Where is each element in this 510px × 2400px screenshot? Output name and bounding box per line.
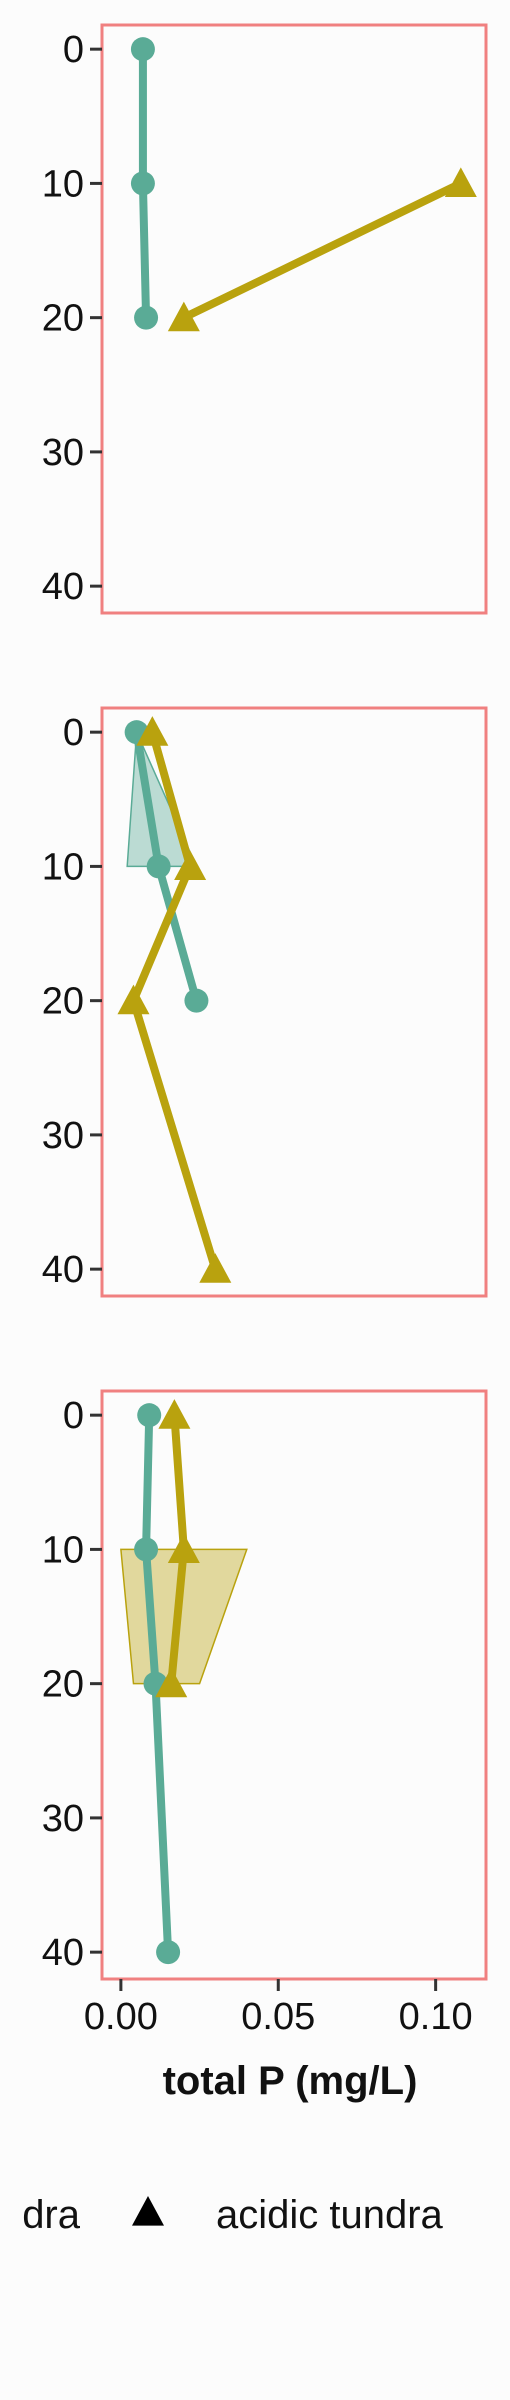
legend-label-acidic: acidic tundra (216, 2193, 444, 2237)
y-tick-label: 30 (42, 432, 84, 474)
facet-panel-2: 0 10 20 30 40 (42, 706, 488, 1298)
data-point-2-2-1 (136, 716, 169, 746)
y-tick-label: 40 (42, 1932, 84, 1974)
data-point-3-1-2 (134, 1537, 159, 1562)
panels-layer: 0 10 20 30 40 0 10 20 30 40 0 10 20 30 40 (42, 23, 488, 1981)
y-tick-label: 0 (63, 29, 84, 71)
series-line-2-2 (129, 728, 220, 1274)
y-tick-label: 0 (63, 1395, 84, 1437)
facet-panel-1: 0 10 20 30 40 (42, 23, 488, 615)
y-tick-label: 30 (42, 1115, 84, 1157)
legend-key-triangle (132, 2196, 164, 2226)
data-point-2-2-2 (174, 850, 207, 881)
y-tick-label: 40 (42, 566, 84, 608)
data-point-2-1-3 (184, 988, 209, 1013)
panel-border-1 (100, 23, 488, 615)
facet-panel-3: 0 10 20 30 40 (42, 1389, 488, 1981)
x-tick-label: 0.05 (241, 1996, 315, 2038)
y-tick-label: 0 (63, 712, 84, 754)
y-tick-label: 10 (42, 846, 84, 888)
x-axis-title: total P (mg/L) (163, 2059, 418, 2103)
data-point-1-1-2 (130, 171, 155, 196)
legend-label-non-acidic: dra (22, 2193, 81, 2237)
data-point-1-2-2 (167, 301, 200, 332)
y-tick-label: 10 (42, 1529, 84, 1571)
data-point-3-2-3 (155, 1667, 188, 1698)
y-tick-label: 40 (42, 1249, 84, 1291)
data-point-2-1-2 (146, 854, 171, 879)
y-tick-label: 20 (42, 1664, 84, 1706)
data-point-2-2-4 (199, 1253, 232, 1283)
data-point-2-2-3 (117, 984, 150, 1015)
data-point-3-2-1 (158, 1399, 191, 1429)
x-axis: 0.00 0.05 0.10 (84, 1979, 473, 2038)
y-tick-label: 30 (42, 1798, 84, 1840)
data-point-3-1-1 (137, 1403, 162, 1428)
data-point-1-1-1 (130, 37, 155, 62)
y-tick-label: 20 (42, 298, 84, 340)
data-point-1-2-1 (444, 167, 477, 198)
data-point-3-2-2 (167, 1533, 200, 1564)
y-tick-label: 10 (42, 163, 84, 205)
data-point-1-1-3 (134, 305, 159, 330)
x-tick-label: 0.10 (399, 1996, 473, 2038)
x-tick-label: 0.00 (84, 1996, 158, 2038)
series-line-1-2 (179, 179, 465, 322)
series-line-3-1 (142, 1411, 173, 1957)
data-point-3-1-4 (156, 1940, 181, 1965)
legend: dra acidic tundra (22, 2193, 443, 2237)
y-tick-label: 20 (42, 981, 84, 1023)
